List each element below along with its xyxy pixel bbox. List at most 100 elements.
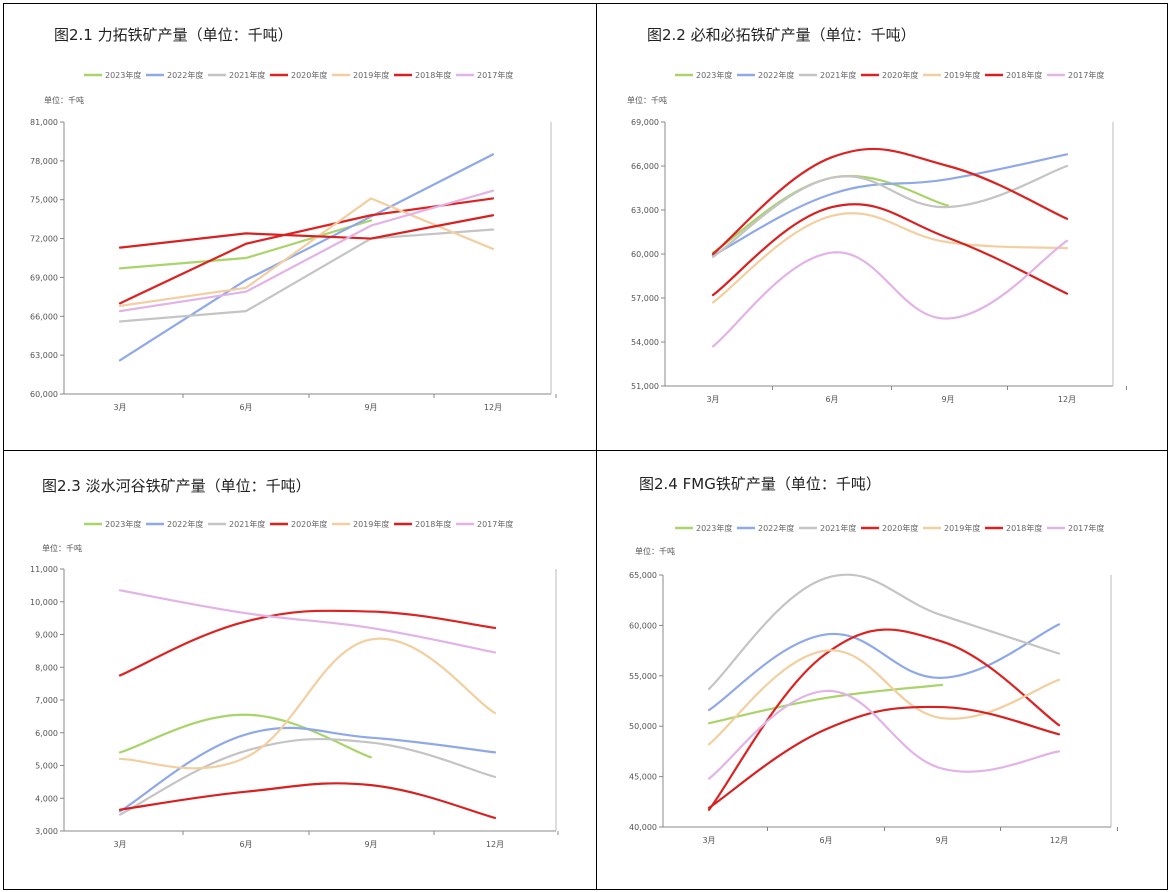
legend-item: 2023年度 — [675, 523, 732, 533]
x-tick-label: 9月 — [364, 403, 377, 412]
series-line-2017年度 — [118, 589, 497, 654]
legend-item: 2018年度 — [985, 70, 1042, 80]
legend: 2023年度 2022年度 2021年度 2020年度 2019年度 2018年度 2017… — [84, 519, 513, 529]
y-tick-label: 45,000 — [629, 773, 657, 782]
series-line-2019年度 — [711, 212, 1069, 304]
y-tick-label: 3,000 — [35, 827, 58, 836]
y-tick-label: 69,000 — [631, 118, 659, 127]
legend-label: 2018年度 — [1006, 523, 1042, 533]
x-tick-label: 12月 — [1058, 395, 1076, 404]
series-line-2022年度 — [707, 623, 1061, 712]
x-tick-label: 12月 — [1050, 836, 1068, 845]
legend-label: 2022年度 — [758, 70, 794, 80]
legend-label: 2019年度 — [353, 519, 389, 529]
legend-item: 2020年度 — [861, 523, 918, 533]
legend-label: 2019年度 — [944, 523, 980, 533]
series-line-2023年度 — [118, 713, 373, 759]
legend-item: 2023年度 — [675, 70, 732, 80]
y-tick-label: 6,000 — [35, 729, 58, 738]
legend-item: 2017年度 — [1047, 523, 1104, 533]
y-tick-label: 4,000 — [35, 794, 58, 803]
y-tick-label: 11,000 — [30, 565, 58, 574]
y-tick-label: 51,000 — [631, 382, 659, 391]
legend-label: 2021年度 — [820, 523, 856, 533]
y-tick-label: 75,000 — [30, 196, 58, 205]
y-tick-label: 63,000 — [30, 351, 58, 360]
legend: 2023年度 2022年度 2021年度 2020年度 2019年度 2018年度 2017… — [675, 523, 1104, 533]
series-line-2021年度 — [711, 164, 1069, 259]
series-line-2021年度 — [118, 737, 497, 816]
chart-panel-vale: 图2.3 淡水河谷铁矿产量（单位：千吨） 2023年度 2022年度 2021年度 2… — [3, 450, 597, 890]
legend-label: 2023年度 — [105, 70, 141, 80]
legend-label: 2023年度 — [105, 519, 141, 529]
legend-label: 2019年度 — [944, 70, 980, 80]
series-line-2022年度 — [711, 153, 1069, 257]
legend-item: 2017年度 — [456, 519, 513, 529]
x-tick-label: 3月 — [706, 395, 719, 404]
series-line-2023年度 — [118, 219, 373, 270]
legend-label: 2021年度 — [820, 70, 856, 80]
series-line-2017年度 — [118, 189, 495, 313]
series-line-2018年度 — [707, 705, 1061, 809]
series-line-2022年度 — [118, 153, 495, 362]
legend-label: 2019年度 — [353, 70, 389, 80]
y-tick-label: 60,000 — [631, 250, 659, 259]
legend-item: 2021年度 — [208, 70, 265, 80]
legend-item: 2022年度 — [737, 523, 794, 533]
line-chart-fmg: 2023年度 2022年度 2021年度 2020年度 2019年度 2018年度 2017… — [629, 523, 1118, 845]
legend-item: 2022年度 — [146, 70, 203, 80]
legend-item: 2017年度 — [1047, 70, 1104, 80]
y-tick-label: 65,000 — [629, 571, 657, 580]
legend-label: 2017年度 — [1068, 523, 1104, 533]
legend-label: 2022年度 — [167, 519, 203, 529]
y-tick-label: 60,000 — [629, 621, 657, 630]
legend-item: 2019年度 — [923, 523, 980, 533]
legend-item: 2021年度 — [799, 523, 856, 533]
series-line-2017年度 — [711, 239, 1069, 348]
x-tick-label: 9月 — [364, 840, 377, 849]
y-tick-label: 9,000 — [35, 631, 58, 640]
legend-label: 2018年度 — [415, 519, 451, 529]
legend: 2023年度 2022年度 2021年度 2020年度 2019年度 2018年度 2017… — [84, 70, 513, 80]
legend-item: 2020年度 — [270, 70, 327, 80]
series-line-2017年度 — [707, 689, 1061, 780]
legend-label: 2020年度 — [882, 523, 918, 533]
x-tick-label: 6月 — [819, 836, 832, 845]
series-line-2018年度 — [118, 214, 495, 249]
legend-label: 2021年度 — [229, 519, 265, 529]
legend-label: 2017年度 — [477, 70, 513, 80]
legend-item: 2022年度 — [737, 70, 794, 80]
series-line-2021年度 — [118, 228, 495, 323]
series-line-2018年度 — [711, 203, 1069, 297]
series-line-2019年度 — [707, 649, 1061, 746]
legend-item: 2020年度 — [861, 70, 918, 80]
legend-label: 2020年度 — [291, 519, 327, 529]
x-tick-label: 9月 — [935, 836, 948, 845]
unit-label: 单位：千吨 — [44, 95, 84, 105]
legend-item: 2018年度 — [394, 519, 451, 529]
legend-label: 2020年度 — [291, 70, 327, 80]
y-tick-label: 40,000 — [629, 823, 657, 832]
y-tick-label: 8,000 — [35, 663, 58, 672]
x-tick-label: 3月 — [113, 840, 126, 849]
x-tick-label: 9月 — [941, 395, 954, 404]
legend-label: 2017年度 — [1068, 70, 1104, 80]
chart-title: 图2.2 必和必拓铁矿产量（单位：千吨） — [647, 26, 916, 44]
line-chart-bhp: 2023年度 2022年度 2021年度 2020年度 2019年度 2018年度 2017… — [627, 70, 1127, 404]
legend-item: 2018年度 — [394, 70, 451, 80]
y-tick-label: 57,000 — [631, 294, 659, 303]
y-tick-label: 66,000 — [631, 162, 659, 171]
line-chart-rio-tinto: 2023年度 2022年度 2021年度 2020年度 2019年度 2018年度 2017… — [30, 70, 557, 412]
y-tick-label: 72,000 — [30, 235, 58, 244]
legend-label: 2018年度 — [415, 70, 451, 80]
y-tick-label: 69,000 — [30, 273, 58, 282]
y-tick-label: 66,000 — [30, 312, 58, 321]
chart-title: 图2.1 力拓铁矿产量（单位：千吨） — [54, 26, 293, 44]
y-tick-label: 78,000 — [30, 157, 58, 166]
y-tick-label: 5,000 — [35, 762, 58, 771]
x-tick-label: 12月 — [484, 403, 502, 412]
legend-item: 2019年度 — [923, 70, 980, 80]
legend-item: 2019年度 — [332, 70, 389, 80]
legend: 2023年度 2022年度 2021年度 2020年度 2019年度 2018年度 2017… — [675, 70, 1104, 80]
